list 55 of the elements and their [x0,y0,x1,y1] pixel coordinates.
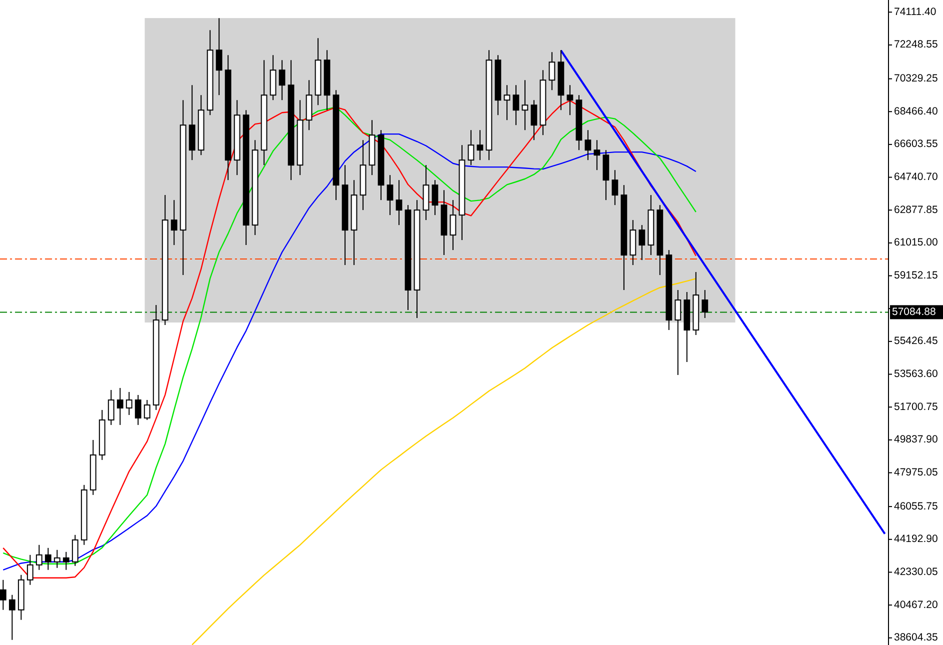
y-tick-label: 38604.35 [894,632,938,644]
candlestick [26,554,34,586]
y-tick-label: 42330.05 [894,566,938,578]
y-tick-label: 46055.75 [894,500,938,512]
candlestick [612,170,618,206]
candlestick [504,84,510,121]
candlestick [476,130,484,161]
candlestick [278,60,286,101]
candlestick [0,579,6,610]
candlestick [108,389,114,426]
y-tick-label: 59152.15 [894,270,938,282]
candlestick [36,544,42,570]
candlestick [396,180,402,226]
candlestick [468,130,474,166]
candlestick [116,387,124,426]
candlestick [44,547,52,570]
y-tick-label: 74111.40 [894,6,936,18]
candlestick [522,80,528,131]
candlestick [72,534,78,566]
candlestick [216,18,222,96]
candlestick [62,551,70,570]
y-tick-label: 66603.55 [894,138,938,150]
y-tick-label: 49837.90 [894,434,938,446]
y-tick-label: 44192.90 [894,533,938,546]
candlestick [702,290,708,319]
candlestick [566,84,574,116]
y-tick-label: 51700.75 [894,400,938,413]
candlestick [584,130,592,161]
candlestick [432,180,438,216]
y-tick-label: 55426.45 [894,335,938,348]
candlestick [594,140,600,171]
candlestick [170,200,178,246]
y-tick-label: 72248.55 [894,38,938,51]
y-tick-label: 64740.70 [894,171,938,184]
candlestick [450,200,456,251]
candlestick [386,174,394,216]
candlestick [512,84,520,126]
y-tick-label: 70329.25 [894,72,938,85]
y-tick-label: 62877.85 [894,204,938,216]
candlestick [126,391,132,416]
y-tick-label: 53563.60 [894,368,938,380]
y-tick-label: 40467.20 [894,598,938,611]
y-tick-label: 68466.40 [894,105,938,118]
candlestick [674,290,682,376]
candlestick [548,52,556,91]
candlestick [54,549,60,568]
ref-line-label: 57084.88 [892,306,936,318]
candlestick [134,394,142,426]
y-tick-label: 61015.00 [894,236,938,249]
line-series [191,278,697,645]
candlestick [8,594,16,640]
y-tick-label: 47975.05 [894,466,938,479]
candlestick [638,224,646,261]
candlestick [530,100,538,141]
candlestick [144,399,150,420]
